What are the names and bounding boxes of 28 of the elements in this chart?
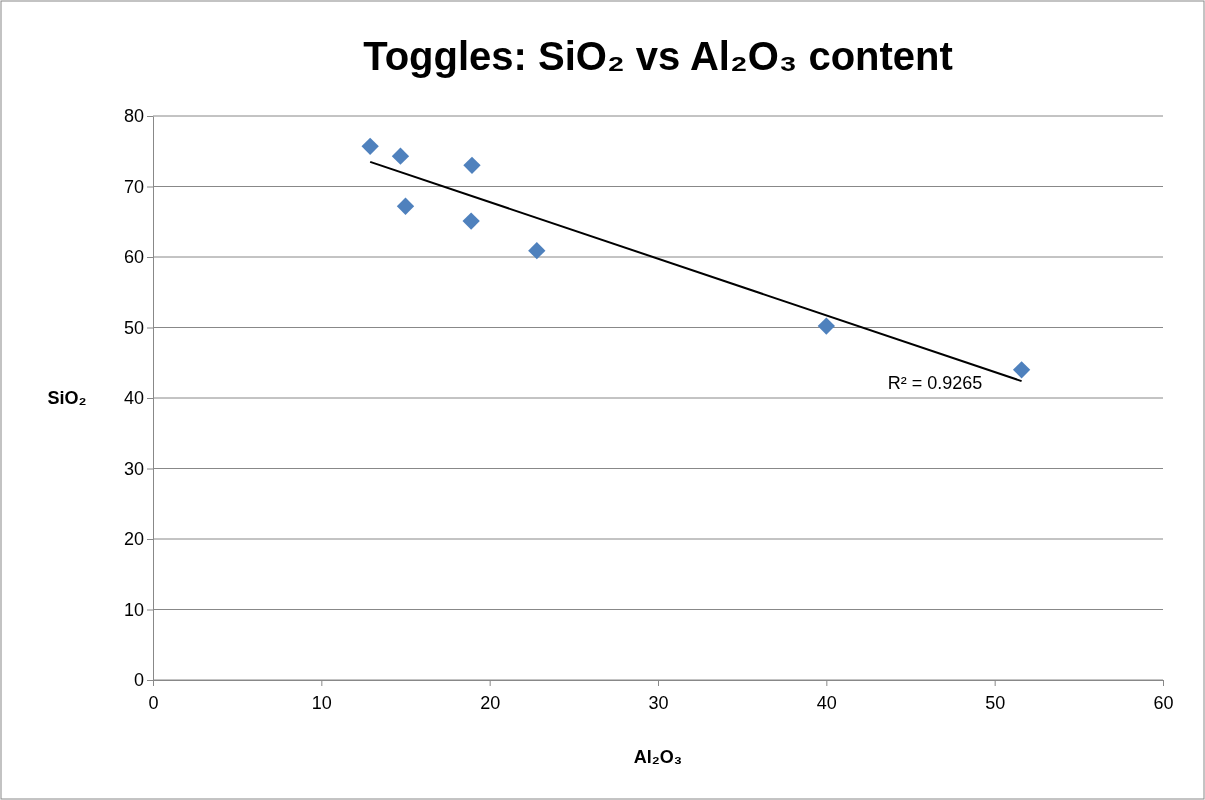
point <box>528 241 546 260</box>
y-tick-label: 30 <box>123 458 144 479</box>
chart-title: Toggles: SiO₂ vs Al₂O₃ content <box>363 34 953 78</box>
point <box>1012 361 1031 379</box>
point <box>391 147 410 165</box>
x-axis-title: Al₂O₃ <box>633 747 683 767</box>
x-tick-label: 60 <box>1153 692 1174 713</box>
point <box>396 197 415 215</box>
y-tick-label: 60 <box>123 247 144 268</box>
x-tick-label: 20 <box>480 692 501 713</box>
y-tick-label: 0 <box>133 670 144 691</box>
y-tick-label: 80 <box>123 106 144 127</box>
point <box>463 156 481 175</box>
x-tick-label: 10 <box>311 692 332 713</box>
y-tick-label: 20 <box>123 529 144 550</box>
point <box>817 317 835 335</box>
x-tick-label: 30 <box>648 692 669 713</box>
point <box>462 212 480 230</box>
y-tick-label: 70 <box>123 176 144 197</box>
y-axis-title: SiO₂ <box>47 388 87 408</box>
x-tick-label: 0 <box>148 692 159 713</box>
y-tick-label: 40 <box>123 388 144 409</box>
y-tick-label: 50 <box>123 317 144 338</box>
annotation: R² = 0.9265 <box>887 373 983 393</box>
x-tick-label: 50 <box>985 692 1006 713</box>
point <box>361 137 379 155</box>
x-tick-label: 40 <box>816 692 837 713</box>
y-tick-label: 10 <box>123 599 144 620</box>
